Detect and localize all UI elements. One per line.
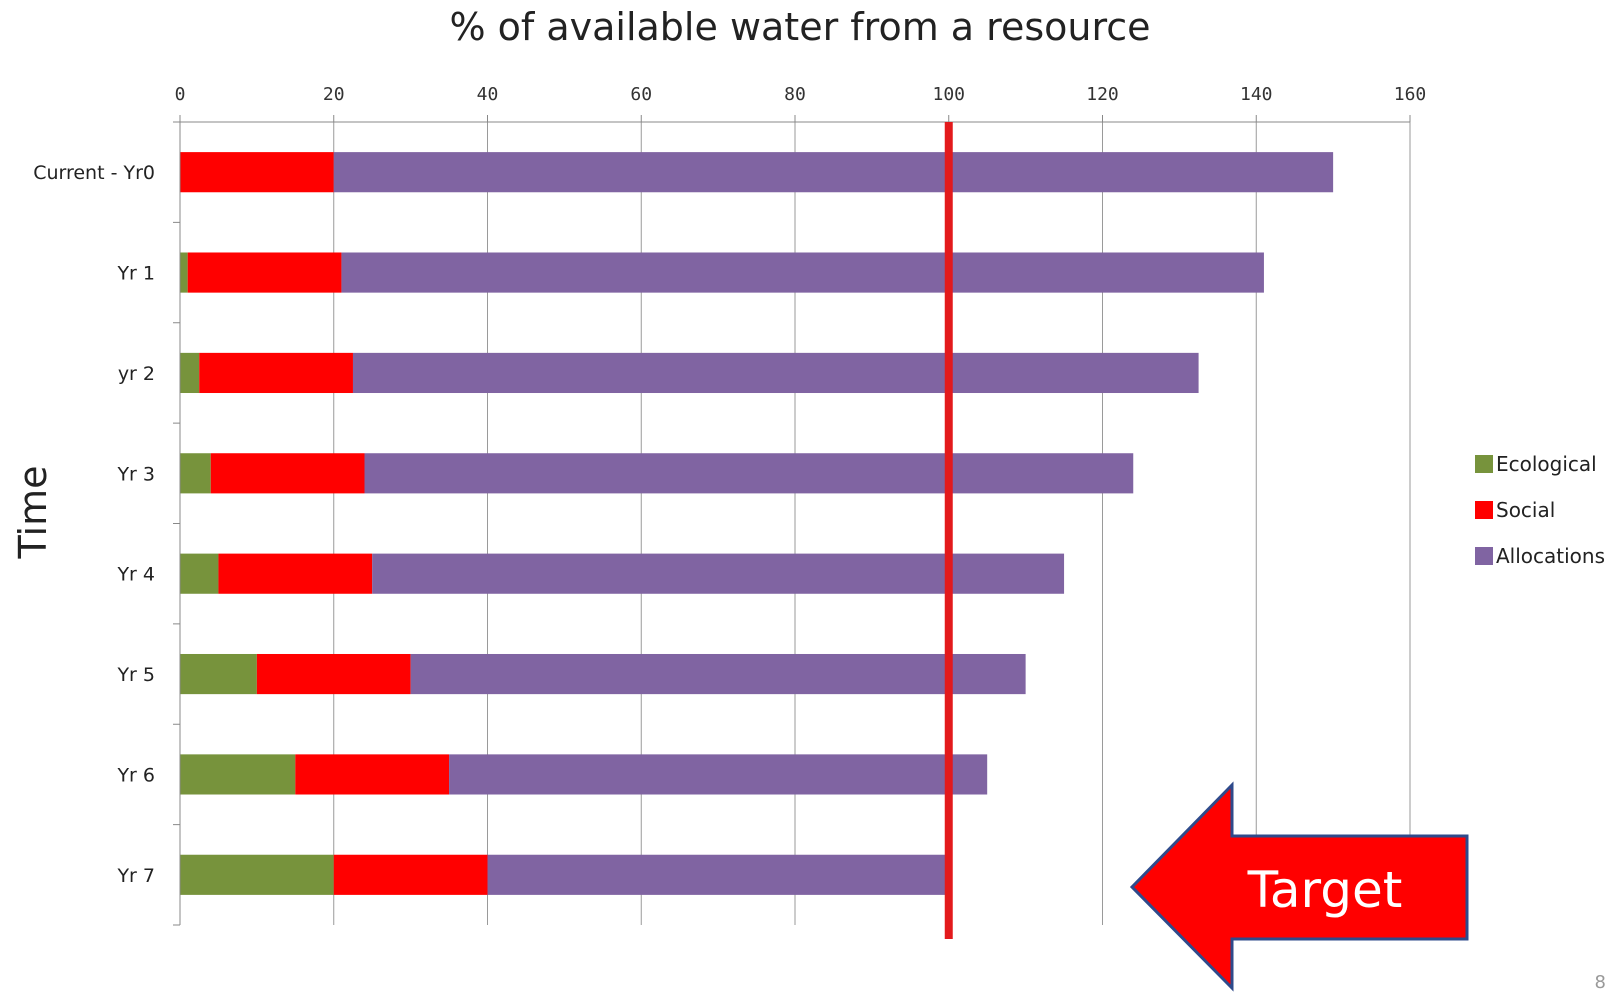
category-label: yr 2 [118,363,155,385]
x-tick-label: 60 [630,84,652,105]
gridlines [334,122,1410,925]
legend: Ecological Social Allocations [1475,452,1605,568]
x-tick-label: 40 [477,84,499,105]
legend-label: Ecological [1496,452,1597,476]
x-tick-label: 100 [932,84,965,105]
bar-social [188,252,342,292]
category-label: Yr 3 [116,463,155,485]
bar-ecological [180,855,334,895]
y-axis-label: Time [11,466,55,560]
bar-allocations [372,554,1064,594]
bars [180,152,1333,895]
category-label: Yr 4 [116,564,155,586]
bar-social [211,453,365,493]
bar-allocations [365,453,1134,493]
x-tick-label: 120 [1086,84,1119,105]
x-tick-label: 80 [784,84,806,105]
bar-ecological [180,453,211,493]
x-tick-label: 0 [175,84,186,105]
bar-social [295,754,449,794]
bar-allocations [411,654,1026,694]
bar-allocations [353,353,1199,393]
category-label: Yr 6 [116,764,155,786]
bar-ecological [180,554,218,594]
target-arrow: Target [1132,785,1467,988]
bar-social [199,353,353,393]
bar-social [180,152,334,192]
category-label: Current - Yr0 [33,162,155,184]
category-label: Yr 1 [116,263,155,285]
legend-swatch [1475,455,1493,473]
category-label: Yr 7 [116,865,155,887]
page-number: 8 [1595,972,1606,993]
bar-social [218,554,372,594]
bar-allocations [341,252,1264,292]
bar-ecological [180,353,199,393]
bar-ecological [180,252,188,292]
bar-ecological [180,654,257,694]
x-tick-label: 20 [323,84,345,105]
bar-allocations [449,754,987,794]
legend-label: Allocations [1496,544,1605,568]
bar-allocations [334,152,1333,192]
legend-swatch [1475,501,1493,519]
bar-social [257,654,411,694]
bar-allocations [488,855,949,895]
category-label: Yr 5 [116,664,155,686]
legend-label: Social [1496,498,1555,522]
bar-social [334,855,488,895]
legend-swatch [1475,547,1493,565]
x-tick-label: 160 [1394,84,1427,105]
chart-title: % of available water from a resource [449,5,1150,49]
bar-ecological [180,754,295,794]
target-arrow-label: Target [1247,861,1403,919]
x-tick-label: 140 [1240,84,1273,105]
